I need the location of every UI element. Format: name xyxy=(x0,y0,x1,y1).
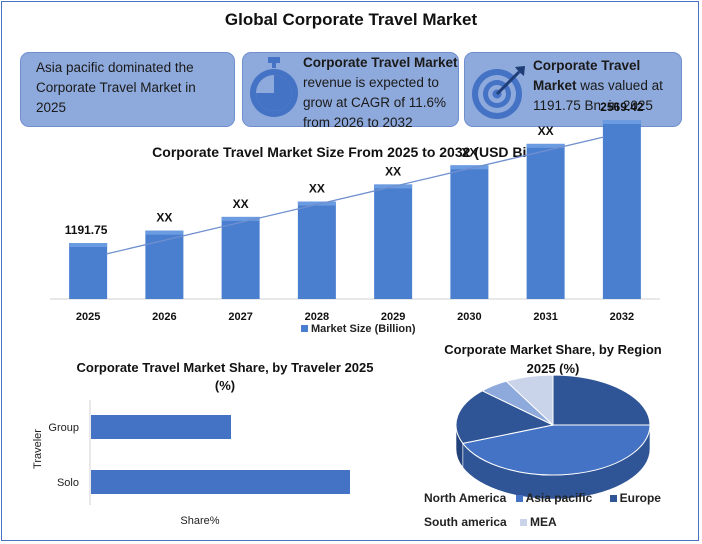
pie-legend-swatch-europe xyxy=(609,495,617,503)
y-tick-label-group: Group xyxy=(48,422,79,434)
bar-highlight-2028 xyxy=(297,201,336,206)
bar-highlight-2025 xyxy=(69,243,108,247)
bar-2025 xyxy=(69,243,108,299)
traveler-chart-y-label: Traveler xyxy=(32,429,44,469)
pie-legend-south-america: South america xyxy=(424,515,507,529)
x-tick-label-2025: 2025 xyxy=(76,311,100,323)
pie-legend-swatch-mea xyxy=(520,519,528,527)
bar-highlight-2026 xyxy=(145,230,184,235)
bar-highlight-2030 xyxy=(450,165,489,170)
summary-card-valuation-text: was valued at 1191.75 Bn. in 2025 xyxy=(533,78,663,113)
pie-slice-north-america xyxy=(552,374,651,426)
pie-legend-north-america: North America xyxy=(424,491,507,505)
x-tick-label-2030: 2030 xyxy=(457,311,481,323)
traveler-chart-title-line1: Corporate Travel Market Share, by Travel… xyxy=(77,360,374,375)
bar-highlight-2027 xyxy=(221,216,260,221)
pie-legend-europe: Europe xyxy=(619,491,661,505)
traveler-chart-x-label: Share% xyxy=(180,515,219,527)
bar-2027 xyxy=(221,216,260,299)
region-chart-title-line1: Corporate Market Share, by Region xyxy=(444,342,661,357)
bar-data-label-2032: 2569.42 xyxy=(600,100,644,114)
bar-data-label-2029: XX xyxy=(385,164,401,178)
traveler-chart-title-line2: (%) xyxy=(215,378,235,393)
x-tick-label-2031: 2031 xyxy=(533,311,557,323)
x-tick-label-2029: 2029 xyxy=(381,311,405,323)
pie-slice-asia-pacific xyxy=(461,424,651,476)
pie-legend-swatch-asia-pacific xyxy=(515,495,523,503)
trend-line xyxy=(105,136,605,255)
x-tick-label-2032: 2032 xyxy=(610,311,634,323)
bar-2029 xyxy=(374,184,413,299)
summary-card-cagr: Corporate Travel Market revenue is expec… xyxy=(242,52,459,130)
bar-2031 xyxy=(526,143,565,299)
target-icon xyxy=(472,66,525,119)
bar-2028 xyxy=(297,201,336,299)
page-title: Global Corporate Travel Market xyxy=(224,10,478,29)
summary-card-cagr-text: revenue is expected to grow at CAGR of 1… xyxy=(303,75,447,130)
bar-legend-label: Market Size (Billion) xyxy=(311,323,416,335)
bar-chart-title: Corporate Travel Market Size From 2025 t… xyxy=(152,144,560,160)
summary-card-valuation-bold: Corporate Travel Market xyxy=(533,58,641,93)
region-chart-title-line2: 2025 (%) xyxy=(527,361,580,376)
x-tick-label-2026: 2026 xyxy=(152,311,176,323)
bar-data-label-2027: XX xyxy=(233,197,249,211)
summary-card-region-text: Asia pacific dominated the Corporate Tra… xyxy=(36,60,196,115)
pie-slice-europe xyxy=(455,390,555,444)
bar-2032 xyxy=(602,120,641,299)
summary-card-valuation: Corporate Travel Market was valued at 11… xyxy=(464,52,682,127)
pie-slice-mea xyxy=(505,374,554,427)
stopwatch-icon xyxy=(250,57,298,117)
y-tick-label-solo: Solo xyxy=(57,477,79,489)
bar-2026 xyxy=(145,230,184,299)
bar-legend-swatch xyxy=(301,325,308,332)
pie-legend-mea: MEA xyxy=(530,515,557,529)
bar-data-label-2030: XX xyxy=(461,145,477,159)
x-tick-label-2028: 2028 xyxy=(305,311,329,323)
hbar-group xyxy=(91,415,231,439)
summary-card-region: Asia pacific dominated the Corporate Tra… xyxy=(20,52,235,127)
hbar-solo xyxy=(91,470,350,494)
summary-card-cagr-bold: Corporate Travel Market xyxy=(303,55,458,70)
bar-2030 xyxy=(450,165,489,299)
bar-data-label-2028: XX xyxy=(309,182,325,196)
bar-highlight-2031 xyxy=(526,143,565,148)
bar-highlight-2032 xyxy=(602,120,641,124)
bar-data-label-2025: 1191.75 xyxy=(65,223,108,237)
pie-legend-asia-pacific: Asia pacific xyxy=(525,491,593,505)
x-tick-label-2027: 2027 xyxy=(228,311,252,323)
bar-data-label-2031: XX xyxy=(538,124,554,138)
bar-data-label-2026: XX xyxy=(156,211,172,225)
